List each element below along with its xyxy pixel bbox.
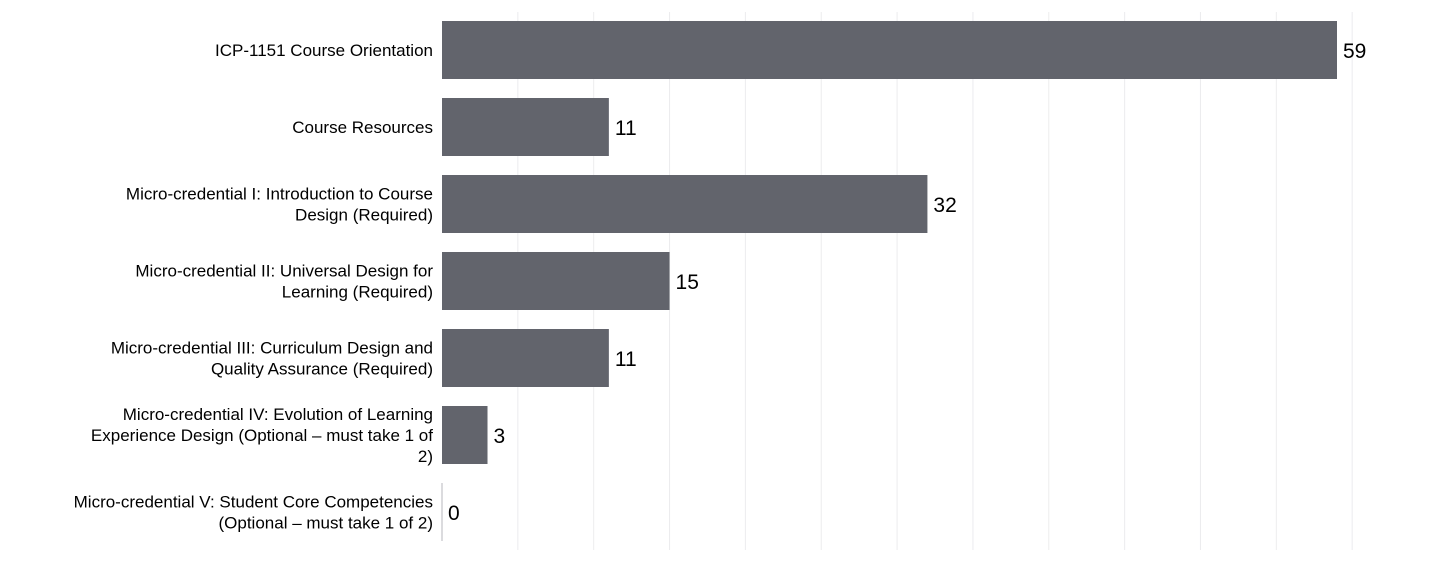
category-label-line: Micro-credential III: Curriculum Design … <box>111 339 433 358</box>
category-label-line: Micro-credential IV: Evolution of Learni… <box>123 405 433 424</box>
data-labels: 59 11 32 15 11 3 0 <box>448 40 1366 525</box>
category-label-line: ICP-1151 Course Orientation <box>215 41 433 60</box>
bar <box>442 175 928 233</box>
category-label: Micro-credential I: Introduction to Cour… <box>126 185 433 225</box>
bar <box>442 329 609 387</box>
category-labels: ICP-1151 Course Orientation Course Resour… <box>74 41 434 533</box>
bars <box>442 21 1337 464</box>
data-label: 15 <box>676 271 699 294</box>
category-label: Micro-credential II: Universal Design fo… <box>135 262 433 302</box>
data-label: 59 <box>1343 40 1366 63</box>
data-label: 11 <box>615 117 637 140</box>
category-label-line: Micro-credential II: Universal Design fo… <box>135 262 433 281</box>
category-label-line: (Optional – must take 1 of 2) <box>219 514 434 533</box>
bar <box>442 406 488 464</box>
category-label-line: Design (Required) <box>295 206 433 225</box>
category-label-line: Micro-credential I: Introduction to Cour… <box>126 185 433 204</box>
category-label-line: Micro-credential V: Student Core Compete… <box>74 493 433 512</box>
category-label: Micro-credential IV: Evolution of Learni… <box>91 405 433 466</box>
category-label-line: Course Resources <box>292 118 433 137</box>
category-label-line: Experience Design (Optional – must take … <box>91 426 433 445</box>
category-label: Micro-credential V: Student Core Compete… <box>74 493 433 533</box>
category-label-line: Quality Assurance (Required) <box>211 360 433 379</box>
data-label: 0 <box>448 502 460 525</box>
bar <box>442 252 670 310</box>
bar <box>442 21 1337 79</box>
category-label: ICP-1151 Course Orientation <box>215 41 433 60</box>
category-label: Course Resources <box>292 118 433 137</box>
category-label-line: Learning (Required) <box>282 283 433 302</box>
category-label: Micro-credential III: Curriculum Design … <box>111 339 433 379</box>
data-label: 11 <box>615 348 637 371</box>
data-label: 32 <box>933 194 956 217</box>
data-label: 3 <box>494 425 506 448</box>
category-label-line: 2) <box>418 447 433 466</box>
bar <box>442 98 609 156</box>
